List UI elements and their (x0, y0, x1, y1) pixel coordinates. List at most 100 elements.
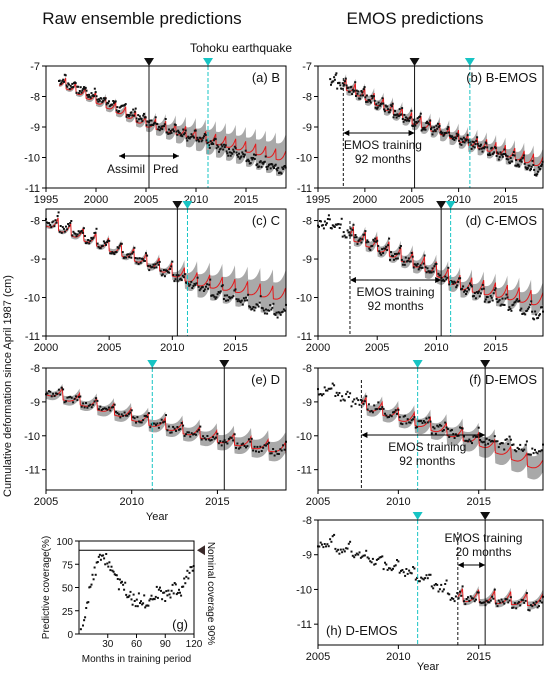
observed-point (513, 602, 516, 605)
observed-point (53, 225, 56, 228)
observed-point (155, 266, 158, 269)
observed-point (523, 162, 526, 165)
observed-point (98, 99, 101, 102)
observed-point (476, 435, 479, 438)
observed-point (205, 438, 207, 441)
observed-point (115, 251, 118, 253)
observed-point (471, 140, 474, 143)
y-tick-label: 50 (62, 584, 74, 595)
observed-point (282, 308, 285, 311)
observed-point (470, 285, 473, 288)
observed-point (502, 153, 505, 155)
observed-point (453, 600, 456, 603)
observed-point (467, 286, 469, 289)
coverage-point (150, 594, 153, 597)
observed-point (245, 296, 247, 299)
observed-point (181, 135, 184, 138)
observed-point (100, 409, 103, 411)
coverage-point (142, 602, 145, 605)
observed-point (128, 114, 131, 117)
observed-point (476, 292, 479, 295)
observed-point (95, 95, 98, 98)
observed-point (422, 128, 425, 131)
observed-point (87, 95, 90, 98)
observed-point (528, 609, 531, 612)
observed-point (227, 437, 230, 440)
observed-point (476, 142, 479, 145)
observed-point (238, 152, 240, 155)
observed-point (365, 100, 368, 103)
observed-point (424, 577, 427, 580)
observed-point (211, 141, 214, 144)
observed-point (335, 72, 338, 75)
observed-point (54, 219, 57, 222)
observed-point (472, 145, 475, 148)
coverage-point (79, 628, 82, 631)
observed-point (257, 305, 260, 308)
observed-point (435, 124, 438, 127)
observed-point (463, 600, 465, 603)
observed-point (345, 547, 348, 550)
observed-point (465, 138, 468, 141)
y-tick-label: -10 (296, 431, 312, 443)
observed-point (227, 154, 230, 157)
observed-point (492, 292, 495, 295)
earthquake-marker (147, 360, 158, 368)
observed-point (273, 164, 276, 167)
observed-point (440, 424, 443, 427)
observed-point (406, 418, 409, 421)
observed-point (529, 303, 532, 306)
observed-point (529, 169, 532, 172)
observed-point (485, 142, 488, 145)
observed-point (346, 390, 349, 393)
observed-point (519, 443, 522, 446)
coverage-point (190, 566, 193, 569)
observed-point (464, 603, 467, 606)
observed-point (412, 118, 415, 121)
observed-point (433, 265, 436, 268)
observed-point (90, 92, 93, 95)
observed-point (229, 436, 232, 439)
observed-point (275, 168, 278, 171)
panel-g: Predictive coverage(%) Nominal coverage 9… (41, 536, 216, 665)
observed-point (139, 421, 142, 424)
coverage-point (169, 596, 172, 599)
observed-point (176, 133, 179, 136)
observed-point (158, 125, 160, 128)
observed-point (197, 285, 200, 288)
observed-point (487, 442, 490, 445)
observed-point (452, 136, 455, 139)
coverage-point (99, 558, 102, 561)
observed-point (428, 271, 431, 274)
observed-point (402, 120, 405, 123)
observed-point (498, 156, 501, 158)
observed-point (92, 236, 95, 239)
observed-point (71, 82, 74, 85)
observed-point (461, 138, 464, 141)
observed-point (66, 85, 69, 88)
observed-point (212, 143, 215, 145)
observed-point (357, 90, 360, 93)
x-tick-label: 2010 (119, 496, 143, 508)
coverage-point (137, 592, 140, 595)
y-tick-label: -8 (30, 216, 40, 228)
observed-point (267, 441, 270, 444)
y-tick-label: -8 (302, 216, 312, 228)
observed-point (97, 100, 100, 103)
observed-point (422, 262, 425, 265)
observed-point (477, 591, 480, 594)
observed-point (318, 225, 320, 228)
observed-point (390, 415, 393, 418)
observed-point (175, 274, 178, 277)
coverage-point (133, 600, 136, 602)
observed-point (166, 269, 169, 272)
x-tick-label: 2015 (466, 496, 490, 508)
observed-point (482, 287, 485, 290)
observed-point (378, 250, 381, 253)
observed-point (390, 569, 393, 572)
observed-point (188, 284, 191, 287)
x-tick-label: 1995 (306, 194, 330, 206)
observed-point (267, 309, 270, 312)
observed-point (59, 393, 62, 396)
observed-point (109, 252, 112, 255)
